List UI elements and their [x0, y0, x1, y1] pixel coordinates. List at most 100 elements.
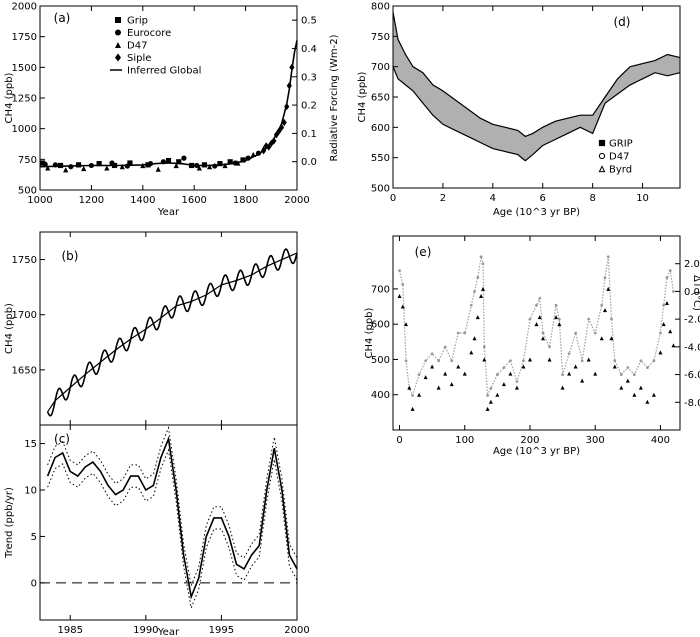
- data-point: [557, 322, 562, 327]
- data-point: [485, 406, 490, 411]
- x-tick-label: 1200: [79, 195, 104, 206]
- x-tick-label: 4: [490, 193, 496, 204]
- data-point: [668, 269, 672, 273]
- panel-label: (e): [415, 245, 432, 259]
- data-point: [632, 392, 637, 397]
- data-point: [423, 375, 428, 380]
- x-tick-label: 1995: [209, 625, 234, 636]
- data-point: [554, 303, 558, 307]
- data-point: [587, 317, 591, 321]
- panel-c-frame: [39, 424, 298, 621]
- y-tick-label: 15: [24, 439, 37, 450]
- data-point: [665, 276, 669, 279]
- data-point: [115, 17, 121, 23]
- y-tick-label: 1000: [12, 124, 37, 135]
- data-point: [155, 166, 161, 172]
- data-point: [436, 385, 441, 390]
- y-right-tick-label: 0.0: [301, 157, 317, 168]
- x-tick-label: 0: [390, 193, 396, 204]
- data-point: [119, 164, 125, 170]
- x-tick-label: 1600: [181, 195, 206, 206]
- data-point: [63, 167, 69, 173]
- data-point: [659, 331, 662, 335]
- data-point: [662, 303, 666, 307]
- y-tick-label: 10: [24, 486, 37, 497]
- data-point: [593, 331, 597, 335]
- data-point: [222, 162, 228, 169]
- x-tick-label: 8: [589, 193, 595, 204]
- data-point: [638, 385, 643, 390]
- legend-entry: D47: [127, 41, 147, 52]
- x-tick-label: 400: [651, 435, 670, 446]
- y-tick-label: 600: [371, 123, 390, 134]
- data-point: [522, 359, 525, 363]
- data-point: [476, 276, 480, 279]
- trend-line: [47, 252, 298, 413]
- data-point: [263, 142, 269, 150]
- data-point: [619, 373, 623, 376]
- data-point: [580, 359, 584, 363]
- data-point: [534, 322, 539, 327]
- panel-c: 1985 1990 1995 2000 0 5 10 15 Year Trend (ppb/yr)…: [4, 424, 310, 637]
- y-right-tick-label: 0.2: [301, 101, 317, 112]
- data-point: [45, 165, 51, 171]
- data-point: [75, 162, 82, 168]
- data-point: [502, 366, 506, 370]
- data-point: [181, 155, 187, 161]
- y-tick-label: 700: [371, 284, 390, 295]
- data-point: [561, 373, 564, 376]
- legend-entry: Byrd: [609, 165, 632, 176]
- d47-line: [392, 66, 681, 162]
- data-point: [625, 378, 630, 383]
- data-point: [538, 296, 542, 300]
- y-tick-label: 500: [18, 186, 37, 197]
- y-tick-label: 2000: [12, 2, 37, 13]
- y-tick-label: 1750: [12, 255, 37, 266]
- data-point: [486, 393, 489, 397]
- panel-e: 0 100 200 300 400 400 500 600 700 2.0 0.0 -2.0 -4.0 -…: [364, 235, 700, 457]
- data-point: [541, 331, 545, 335]
- y-axis-label: CH4 (ppb): [364, 307, 375, 358]
- data-point: [598, 152, 606, 160]
- x-tick-label: 10: [636, 193, 649, 204]
- x-axis-label: Age (10^3 yr BP): [493, 446, 580, 457]
- data-point: [475, 315, 480, 320]
- data-point: [632, 373, 636, 376]
- trend-rate-line: [46, 435, 298, 600]
- y-tick-label: 1650: [12, 365, 37, 376]
- data-point: [598, 139, 606, 147]
- data-point: [401, 283, 405, 286]
- y-tick-label: 500: [371, 184, 390, 195]
- x-tick-label: 100: [455, 435, 474, 446]
- panel-e-frame: [392, 235, 681, 431]
- data-point: [580, 378, 585, 383]
- x-tick-label: 1400: [130, 195, 155, 206]
- data-point: [501, 382, 506, 387]
- data-point: [473, 290, 476, 293]
- data-point: [430, 352, 434, 356]
- panel-a: 1000 1200 1400 1600 1800 2000 500 750 1000 1250 15…: [4, 2, 340, 219]
- data-point: [645, 399, 650, 404]
- data-point: [42, 161, 48, 167]
- inferred-global-line: [39, 40, 298, 168]
- x-axis-label: Age (10^3 yr BP): [493, 207, 580, 218]
- y-right-axis-label: Radiative Forcing (Wm-2): [329, 34, 340, 161]
- data-point: [400, 304, 405, 309]
- data-point: [573, 364, 578, 369]
- y-tick-label: 1500: [12, 63, 37, 74]
- y-axis-label: Trend (ppb/yr): [4, 487, 15, 559]
- data-point: [463, 331, 467, 335]
- data-point: [612, 364, 617, 369]
- data-point: [115, 53, 121, 62]
- data-point: [567, 352, 571, 356]
- data-point: [96, 161, 102, 167]
- data-point: [600, 303, 604, 307]
- data-point: [217, 161, 223, 167]
- data-point: [574, 331, 578, 335]
- data-point: [593, 371, 598, 376]
- data-point: [417, 373, 421, 376]
- data-point: [609, 336, 614, 341]
- data-point: [39, 160, 46, 166]
- grip-line: [392, 11, 681, 138]
- seasonal-line: [46, 248, 298, 417]
